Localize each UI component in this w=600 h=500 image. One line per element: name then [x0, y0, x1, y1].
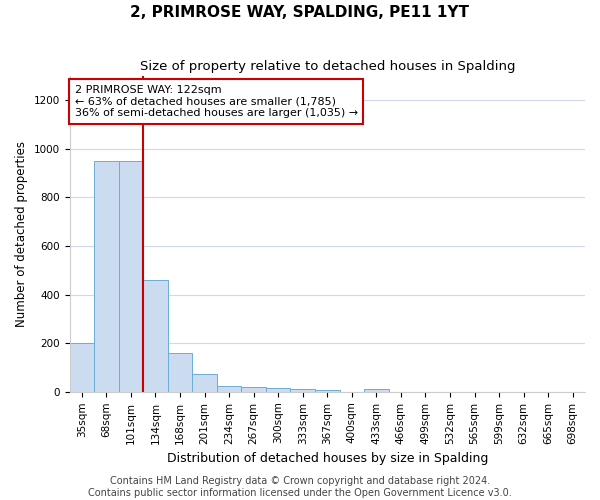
Text: 2 PRIMROSE WAY: 122sqm
← 63% of detached houses are smaller (1,785)
36% of semi-: 2 PRIMROSE WAY: 122sqm ← 63% of detached… [74, 85, 358, 118]
Bar [119, 160, 143, 392]
Bar [94, 160, 119, 392]
Bar [143, 280, 168, 392]
Y-axis label: Number of detached properties: Number of detached properties [15, 140, 28, 326]
Bar [315, 390, 340, 392]
Bar [290, 389, 315, 392]
Title: Size of property relative to detached houses in Spalding: Size of property relative to detached ho… [140, 60, 515, 73]
Bar [364, 390, 389, 392]
Text: Contains HM Land Registry data © Crown copyright and database right 2024.
Contai: Contains HM Land Registry data © Crown c… [88, 476, 512, 498]
Bar [266, 388, 290, 392]
Bar [168, 353, 192, 392]
Bar [70, 343, 94, 392]
Bar [217, 386, 241, 392]
Text: 2, PRIMROSE WAY, SPALDING, PE11 1YT: 2, PRIMROSE WAY, SPALDING, PE11 1YT [131, 5, 470, 20]
X-axis label: Distribution of detached houses by size in Spalding: Distribution of detached houses by size … [167, 452, 488, 465]
Bar [192, 374, 217, 392]
Bar [241, 388, 266, 392]
